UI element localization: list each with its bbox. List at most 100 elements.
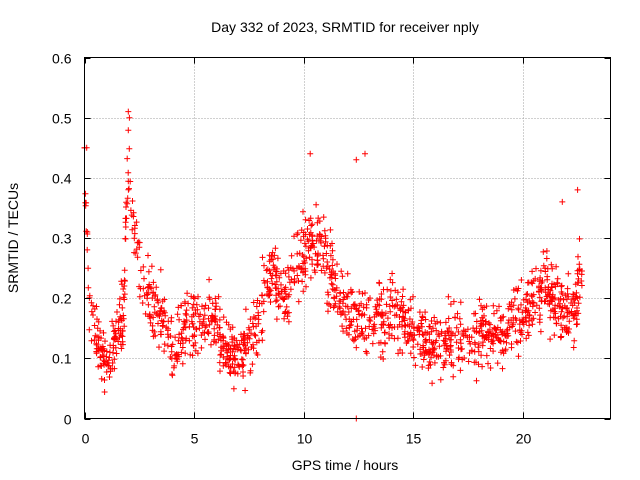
data-point — [137, 285, 144, 292]
data-point — [119, 281, 125, 288]
data-point — [155, 299, 162, 306]
data-point — [362, 150, 368, 157]
data-point — [479, 314, 486, 321]
data-point — [530, 277, 537, 284]
data-point — [324, 242, 331, 249]
data-point — [479, 333, 486, 340]
data-point — [101, 347, 108, 354]
data-point — [287, 286, 294, 293]
data-point — [297, 237, 304, 244]
data-point — [95, 318, 102, 325]
data-point — [315, 215, 322, 222]
data-point — [370, 330, 377, 337]
data-point — [129, 226, 136, 233]
data-point — [299, 252, 306, 258]
data-point — [341, 294, 348, 301]
data-point — [90, 312, 96, 318]
data-point — [465, 358, 472, 365]
data-point — [511, 295, 518, 302]
data-point — [475, 348, 482, 355]
data-point — [215, 293, 222, 300]
data-point — [264, 278, 271, 285]
data-point — [158, 331, 165, 338]
grid-lines — [84, 57, 611, 419]
data-point — [227, 345, 234, 352]
data-point — [124, 195, 131, 202]
data-point — [524, 329, 531, 336]
data-point — [208, 341, 214, 348]
data-point — [186, 337, 193, 344]
data-point — [325, 308, 331, 315]
data-point — [516, 327, 523, 333]
data-point — [314, 233, 321, 240]
data-point — [345, 309, 352, 315]
data-point — [549, 265, 556, 272]
data-point — [369, 340, 376, 347]
data-point — [519, 331, 525, 338]
data-point — [271, 252, 278, 259]
data-point — [172, 334, 179, 341]
data-point — [466, 350, 473, 356]
data-point — [573, 293, 580, 300]
data-point — [101, 377, 108, 383]
data-point — [295, 298, 302, 305]
data-point — [338, 268, 345, 275]
data-point — [127, 178, 134, 185]
data-point — [570, 291, 577, 298]
data-point — [513, 338, 520, 345]
data-point — [532, 309, 539, 316]
data-point — [558, 308, 565, 315]
data-point — [168, 314, 175, 321]
data-point — [122, 235, 129, 242]
data-point — [272, 298, 279, 305]
data-point — [309, 256, 315, 263]
data-point — [197, 311, 204, 318]
data-point — [282, 308, 289, 315]
data-point — [491, 325, 498, 332]
data-point — [174, 358, 181, 365]
data-point — [294, 230, 301, 236]
data-point — [167, 354, 174, 360]
data-point — [323, 250, 330, 257]
data-point — [420, 356, 427, 363]
data-point — [129, 198, 136, 204]
data-point — [409, 331, 416, 338]
data-point — [246, 335, 253, 342]
data-point — [126, 145, 133, 152]
data-point — [183, 312, 190, 318]
data-point — [278, 281, 284, 288]
data-point — [306, 217, 313, 224]
data-point — [427, 323, 433, 330]
data-point — [300, 288, 307, 295]
data-point — [308, 222, 315, 229]
data-point — [169, 372, 176, 379]
data-point — [461, 355, 468, 361]
data-point — [321, 269, 328, 276]
data-point — [478, 302, 484, 309]
data-point — [428, 328, 435, 335]
data-point — [483, 303, 490, 310]
data-point — [477, 323, 484, 330]
data-point — [547, 336, 554, 343]
data-point — [508, 341, 515, 347]
data-point — [147, 319, 154, 326]
data-point — [362, 290, 368, 296]
y-tick-label: 0 — [64, 412, 72, 428]
data-point — [327, 303, 334, 309]
data-point — [250, 314, 257, 320]
data-point — [423, 349, 430, 356]
data-point — [533, 265, 539, 272]
data-point — [116, 301, 123, 308]
data-point — [446, 352, 453, 359]
data-point — [563, 324, 570, 331]
data-point — [282, 290, 289, 297]
data-point — [121, 291, 128, 298]
data-point — [114, 309, 120, 315]
data-point — [95, 337, 102, 344]
data-point — [391, 312, 398, 319]
data-point — [326, 266, 333, 273]
data-point — [472, 310, 479, 317]
x-tick-label: 5 — [191, 431, 199, 447]
data-point — [255, 320, 262, 327]
data-point — [145, 268, 152, 275]
